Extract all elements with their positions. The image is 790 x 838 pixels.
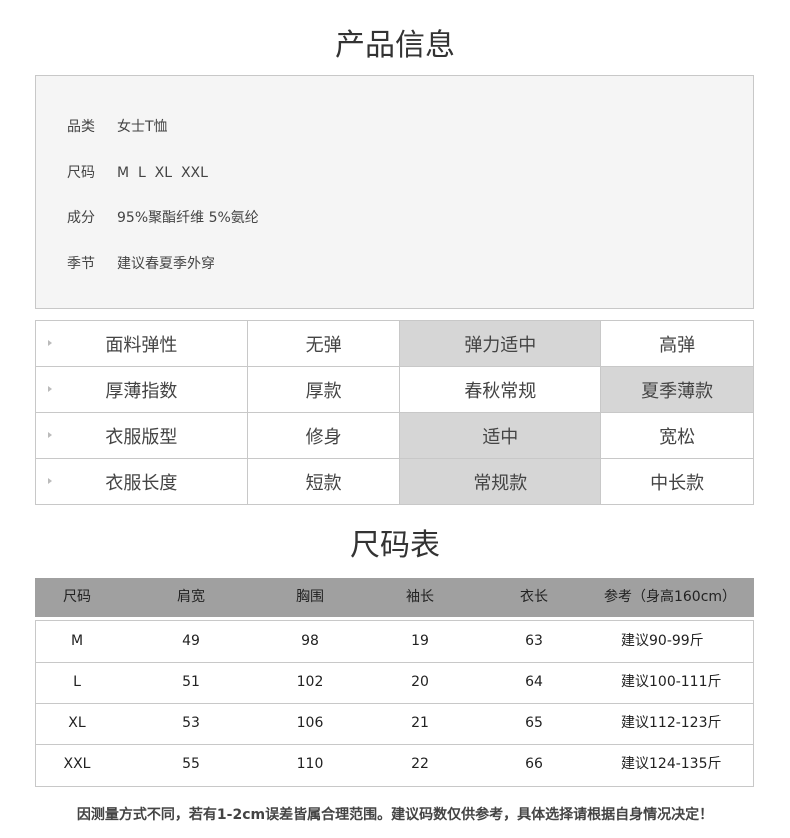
info-label: 品类: [67, 119, 95, 135]
column-header: 尺码: [63, 589, 91, 605]
footnote: 因测量方式不同，若有1-2cm误差皆属合理范围。建议码数仅供参考，具体选择请根据…: [76, 807, 714, 823]
table-cell: 49: [182, 633, 200, 649]
table-cell: 66: [525, 756, 543, 772]
attribute-row: 面料弹性 无弹 弹力适中 高弹: [35, 320, 754, 367]
info-value: 建议春夏季外穿: [117, 256, 215, 272]
size-chart-title: 尺码表: [350, 528, 440, 563]
table-cell: 19: [411, 633, 429, 649]
attribute-option-selected: 夏季薄款: [600, 366, 754, 413]
attribute-row: 衣服版型 修身 适中 宽松: [35, 412, 754, 459]
table-cell: 106: [296, 715, 324, 731]
info-label: 成分: [67, 210, 95, 226]
table-cell: 53: [182, 715, 200, 731]
info-label: 尺码: [67, 165, 95, 181]
table-cell: 建议90-99斤: [621, 633, 704, 649]
table-cell: 102: [296, 674, 324, 690]
size-table-body: M 49 98 19 63 建议90-99斤 L 51 102 20 64 建议100-111斤 XL 5…: [35, 620, 754, 787]
table-cell: 21: [411, 715, 429, 731]
attribute-label-text: 衣服长度: [105, 472, 178, 494]
size-table-header: 尺码 肩宽 胸围 袖长 衣长 参考（身高160cm）: [35, 578, 754, 617]
attribute-label: 衣服版型: [35, 412, 248, 459]
attribute-table: 面料弹性 无弹 弹力适中 高弹 厚薄指数 厚款 春秋常规 夏季薄款 衣服版型 修身 适中 宽松 衣服长度…: [35, 320, 754, 505]
info-value: 女士T恤: [117, 119, 168, 135]
table-cell: XXL: [63, 756, 91, 772]
attribute-option-selected: 弹力适中: [399, 320, 602, 367]
column-header: 衣长: [520, 589, 548, 605]
column-header: 参考（身高160cm）: [603, 589, 737, 605]
table-cell: M: [70, 633, 84, 649]
attribute-option: 无弹: [246, 320, 401, 367]
column-header: 胸围: [296, 589, 324, 605]
attribute-option: 高弹: [600, 320, 754, 367]
table-row: XXL 55 110 22 66 建议124-135斤: [36, 744, 753, 785]
table-cell: 22: [411, 756, 429, 772]
table-cell: 65: [525, 715, 543, 731]
attribute-label-text: 衣服版型: [105, 426, 178, 448]
triangle-bullet-icon: [48, 386, 52, 392]
info-value: 95%聚酯纤维 5%氨纶: [117, 210, 259, 226]
info-label: 季节: [67, 256, 95, 272]
attribute-label: 衣服长度: [35, 458, 248, 505]
attribute-option-selected: 常规款: [399, 458, 602, 505]
triangle-bullet-icon: [48, 340, 52, 346]
attribute-option: 中长款: [600, 458, 754, 505]
attribute-option: 修身: [246, 412, 401, 459]
table-cell: 63: [525, 633, 543, 649]
triangle-bullet-icon: [48, 478, 52, 484]
attribute-row: 衣服长度 短款 常规款 中长款: [35, 458, 754, 505]
table-cell: 建议100-111斤: [621, 674, 722, 690]
table-cell: 51: [182, 674, 200, 690]
table-cell: 建议124-135斤: [621, 756, 722, 772]
triangle-bullet-icon: [48, 432, 52, 438]
info-row: 品类 女士T恤: [67, 116, 168, 136]
table-cell: XL: [68, 715, 86, 731]
info-row: 季节 建议春夏季外穿: [67, 253, 215, 273]
table-cell: L: [73, 674, 81, 690]
info-value: M L XL XXL: [117, 165, 208, 181]
attribute-row: 厚薄指数 厚款 春秋常规 夏季薄款: [35, 366, 754, 413]
attribute-label-text: 厚薄指数: [105, 380, 178, 402]
attribute-label: 面料弹性: [35, 320, 248, 367]
attribute-label-text: 面料弹性: [105, 334, 178, 356]
table-cell: 建议112-123斤: [621, 715, 722, 731]
product-info-box: 品类 女士T恤 尺码 M L XL XXL 成分 95%聚酯纤维 5%氨纶 季节 建议春…: [35, 75, 754, 309]
table-cell: 20: [411, 674, 429, 690]
table-cell: 55: [182, 756, 200, 772]
attribute-option: 短款: [246, 458, 401, 505]
column-header: 袖长: [406, 589, 434, 605]
attribute-option-selected: 适中: [399, 412, 602, 459]
table-cell: 64: [525, 674, 543, 690]
column-header: 肩宽: [177, 589, 205, 605]
table-row: M 49 98 19 63 建议90-99斤: [36, 621, 753, 663]
attribute-option: 春秋常规: [399, 366, 602, 413]
attribute-label: 厚薄指数: [35, 366, 248, 413]
table-row: XL 53 106 21 65 建议112-123斤: [36, 703, 753, 745]
table-cell: 110: [296, 756, 324, 772]
attribute-option: 宽松: [600, 412, 754, 459]
table-row: L 51 102 20 64 建议100-111斤: [36, 662, 753, 704]
page-title: 产品信息: [335, 28, 455, 63]
info-row: 尺码 M L XL XXL: [67, 162, 208, 182]
attribute-option: 厚款: [246, 366, 401, 413]
table-cell: 98: [301, 633, 319, 649]
info-row: 成分 95%聚酯纤维 5%氨纶: [67, 207, 259, 227]
